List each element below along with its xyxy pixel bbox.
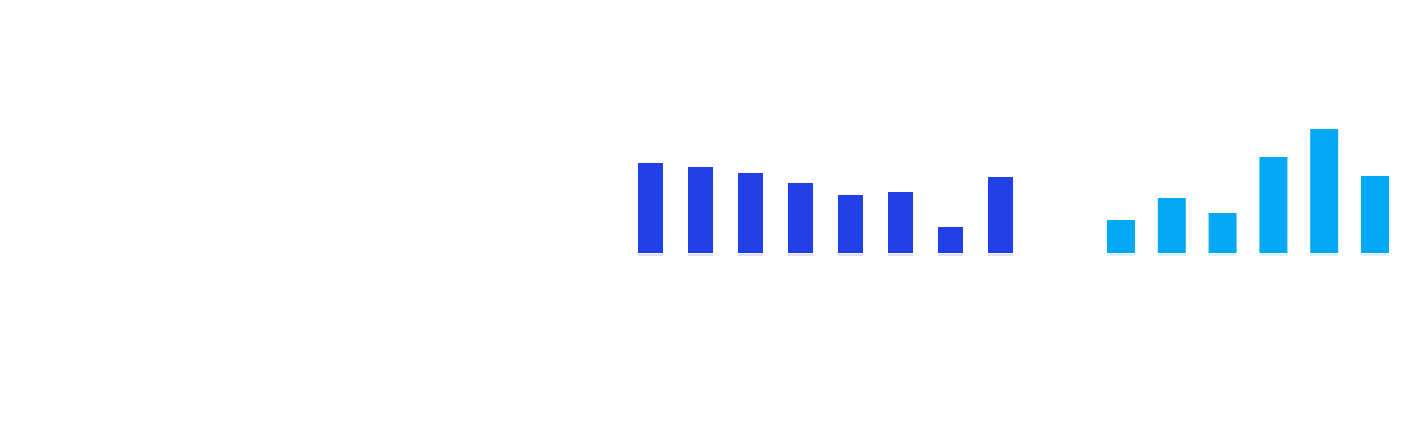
- bar: [888, 192, 913, 253]
- bar: [738, 173, 763, 253]
- bar-shadow: [1259, 254, 1288, 256]
- bar: [988, 177, 1013, 253]
- bar: [938, 227, 963, 253]
- bar: [1361, 176, 1389, 253]
- bar-shadow: [888, 254, 913, 256]
- bar: [1107, 220, 1135, 253]
- bar: [1259, 157, 1288, 253]
- bar-shadow: [1107, 254, 1135, 256]
- bar-shadow: [788, 254, 813, 256]
- bar: [788, 183, 813, 253]
- bar: [1157, 198, 1186, 253]
- bar: [688, 167, 713, 253]
- bar-shadow: [1208, 254, 1237, 256]
- bar-shadow: [738, 254, 763, 256]
- bar-shadow: [988, 254, 1013, 256]
- bar-shadow: [688, 254, 713, 256]
- bar: [838, 195, 863, 253]
- bar-shadow: [1310, 254, 1339, 256]
- bar-shadow: [838, 254, 863, 256]
- bar: [1208, 213, 1237, 253]
- bar-shadow: [1361, 254, 1389, 256]
- bar-shadow: [1157, 254, 1186, 256]
- bar-shadow: [638, 254, 663, 256]
- bar: [1310, 129, 1339, 253]
- bar-shadow: [938, 254, 963, 256]
- bar: [638, 163, 663, 253]
